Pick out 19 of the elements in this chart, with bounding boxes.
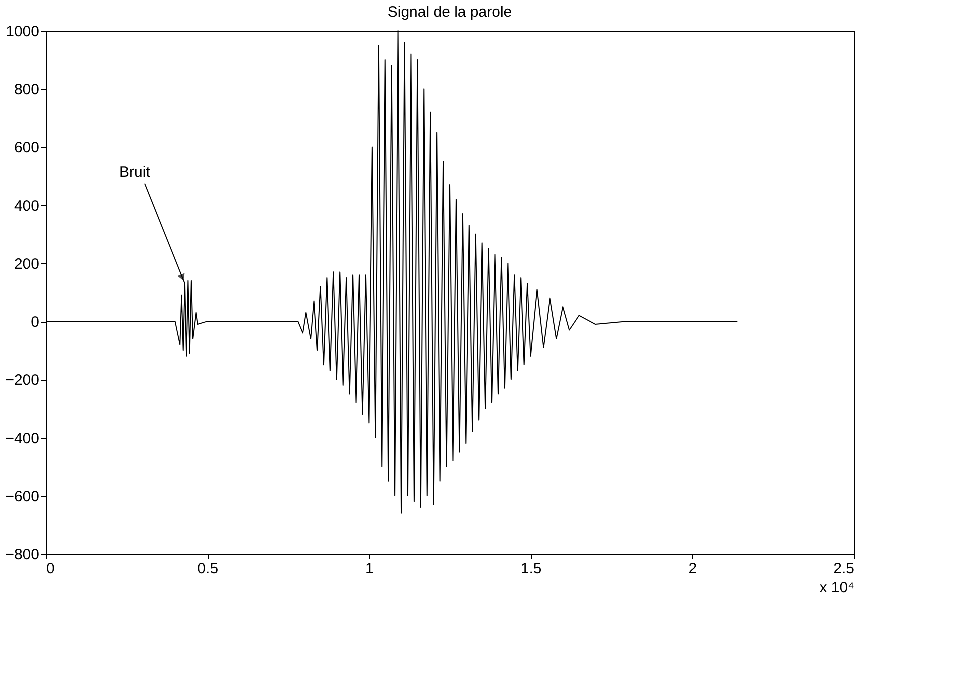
y-tick-label: −400 bbox=[6, 430, 40, 448]
y-tick-label: 0 bbox=[31, 314, 40, 332]
annotation: Bruit bbox=[120, 164, 152, 181]
x-tick-label: 1.5 bbox=[520, 560, 542, 578]
y-tick-label: 600 bbox=[14, 140, 40, 157]
x-axis-title: x 10⁴ bbox=[820, 580, 854, 596]
x-tick-label: 0 bbox=[46, 560, 55, 578]
y-tick-label: −800 bbox=[6, 546, 40, 564]
y-tick-label: −600 bbox=[6, 488, 40, 506]
y-tick-label: 800 bbox=[14, 82, 40, 99]
x-tick-label: 1 bbox=[366, 560, 374, 578]
y-tick-label: 200 bbox=[14, 256, 40, 273]
x-tick-label: 2 bbox=[688, 560, 698, 578]
y-tick-label: 1000 bbox=[6, 24, 40, 40]
y-tick-label: 400 bbox=[14, 198, 40, 215]
y-tick-label: −200 bbox=[6, 372, 40, 390]
x-tick-label: 2.5 bbox=[834, 560, 854, 578]
x-tick-label: 0.5 bbox=[198, 560, 219, 578]
chart-title: Signal de la parole bbox=[388, 4, 512, 21]
